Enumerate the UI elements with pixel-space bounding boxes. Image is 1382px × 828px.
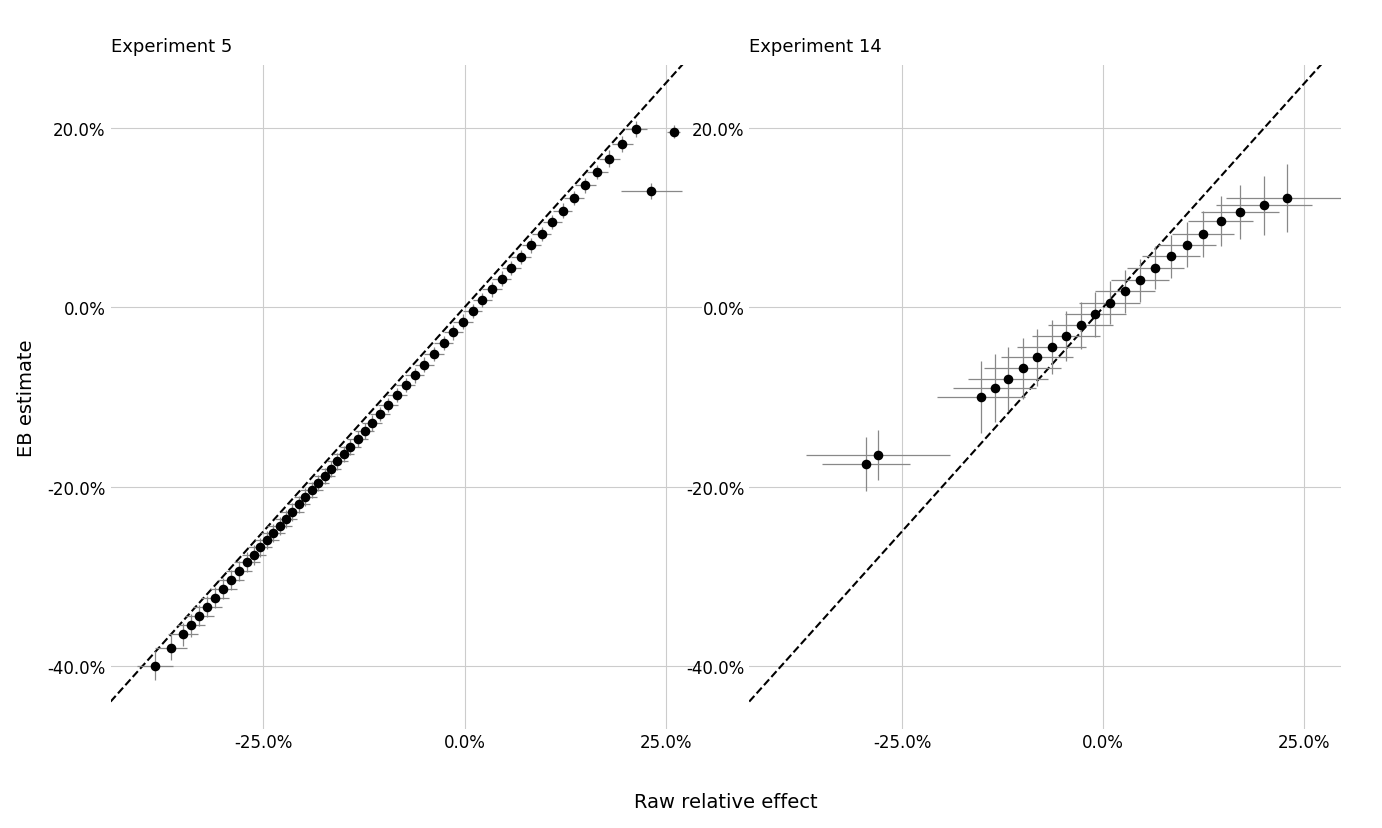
Point (1083, 309, 1106, 322)
Point (1209, 215, 1231, 229)
Point (462, 305, 484, 318)
Point (625, 123, 647, 137)
Point (586, 166, 608, 180)
Point (404, 369, 426, 383)
Text: Experiment 14: Experiment 14 (749, 38, 882, 56)
Point (144, 659, 166, 672)
Point (1229, 206, 1251, 219)
Point (395, 379, 417, 392)
Point (228, 565, 250, 578)
Point (1099, 296, 1121, 310)
Point (551, 205, 574, 218)
Point (562, 192, 585, 205)
Point (998, 373, 1020, 386)
Point (1129, 274, 1151, 287)
Point (321, 462, 343, 475)
Point (574, 180, 596, 193)
Point (867, 449, 889, 462)
Point (287, 498, 310, 512)
Point (249, 542, 271, 555)
Point (160, 642, 182, 655)
Point (326, 455, 348, 469)
Point (294, 491, 316, 504)
Point (301, 484, 323, 497)
Point (188, 609, 210, 623)
Point (347, 433, 369, 446)
Point (500, 262, 522, 275)
Point (598, 152, 621, 166)
Point (236, 556, 258, 569)
Point (263, 527, 285, 540)
Point (970, 391, 992, 404)
Point (1012, 362, 1034, 375)
Point (1144, 262, 1166, 275)
Point (196, 600, 218, 614)
Point (510, 251, 532, 264)
Point (354, 425, 376, 438)
Point (413, 359, 435, 372)
Point (640, 185, 662, 198)
Point (1054, 330, 1077, 343)
Point (282, 505, 304, 518)
Point (369, 408, 391, 421)
Point (984, 382, 1006, 395)
Point (361, 416, 383, 430)
Point (1159, 250, 1182, 263)
Point (243, 548, 265, 561)
Point (442, 326, 464, 339)
Point (433, 337, 455, 350)
Point (377, 399, 399, 412)
Point (171, 628, 193, 641)
Text: Raw relative effect: Raw relative effect (634, 792, 817, 811)
Point (386, 389, 408, 402)
Point (1191, 228, 1213, 241)
Point (611, 138, 633, 152)
Point (423, 348, 445, 361)
Point (855, 458, 878, 471)
Point (307, 477, 329, 490)
Point (339, 441, 361, 455)
Point (1114, 285, 1136, 298)
Point (520, 239, 542, 253)
Point (275, 513, 297, 526)
Point (663, 126, 685, 139)
Point (256, 534, 278, 547)
Text: Experiment 5: Experiment 5 (111, 38, 232, 56)
Point (1276, 192, 1298, 205)
Point (220, 574, 242, 587)
Point (213, 582, 235, 595)
Point (205, 591, 227, 604)
Point (314, 469, 336, 483)
Point (491, 272, 513, 286)
Point (1027, 351, 1049, 364)
Point (1041, 340, 1063, 354)
Point (542, 216, 564, 229)
Y-axis label: EB estimate: EB estimate (17, 339, 36, 456)
Point (452, 315, 474, 329)
Point (531, 228, 553, 241)
Point (1070, 320, 1092, 333)
Point (180, 619, 202, 633)
Point (481, 283, 503, 296)
Point (1253, 200, 1276, 213)
Point (1176, 238, 1198, 252)
Point (268, 520, 290, 533)
Point (471, 294, 493, 307)
Point (333, 448, 355, 461)
